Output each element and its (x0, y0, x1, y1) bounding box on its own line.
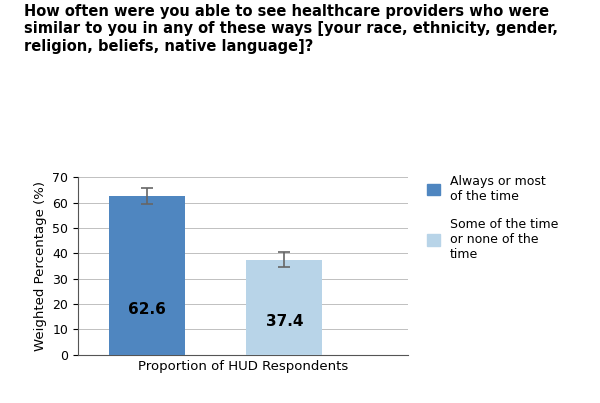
Legend: Always or most
of the time, Some of the time
or none of the
time: Always or most of the time, Some of the … (427, 175, 559, 261)
Text: 62.6: 62.6 (128, 301, 166, 316)
Bar (247, 260, 322, 355)
Y-axis label: Weighted Percentage (%): Weighted Percentage (%) (34, 181, 47, 351)
Bar (109, 196, 185, 355)
X-axis label: Proportion of HUD Respondents: Proportion of HUD Respondents (138, 360, 348, 373)
Text: How often were you able to see healthcare providers who were
similar to you in a: How often were you able to see healthcar… (24, 4, 558, 54)
Text: 37.4: 37.4 (266, 314, 303, 329)
